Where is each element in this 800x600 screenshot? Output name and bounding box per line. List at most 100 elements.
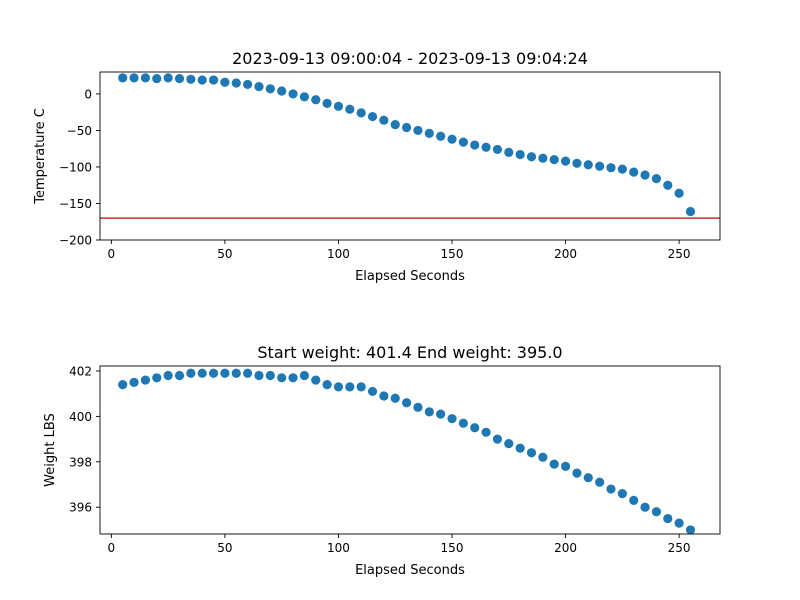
temperature-x-tick-label: 0 xyxy=(108,247,116,261)
weight-data-point xyxy=(549,459,559,469)
temperature-data-point xyxy=(152,73,162,84)
weight-data-point xyxy=(538,452,548,462)
temperature-data-point xyxy=(424,128,434,138)
weight-data-point xyxy=(231,368,241,378)
temperature-data-point xyxy=(129,73,139,83)
temperature-x-tick-label: 200 xyxy=(554,247,577,261)
weight-data-point xyxy=(629,495,639,505)
temperature-data-point xyxy=(367,111,378,122)
temperature-data-point xyxy=(583,160,593,170)
temperature-data-point xyxy=(617,164,627,174)
weight-data-point xyxy=(492,434,503,444)
weight-data-point xyxy=(311,375,321,385)
temperature-data-point xyxy=(243,79,253,90)
temperature-data-point xyxy=(186,74,196,84)
weight-data-point xyxy=(413,402,423,412)
weight-data-point xyxy=(299,370,309,381)
weight-data-point xyxy=(152,373,162,383)
weight-data-point xyxy=(254,370,264,381)
weight-data-point xyxy=(640,502,650,512)
weight-data-point xyxy=(663,513,673,524)
temperature-data-point xyxy=(231,78,241,88)
weight-data-point xyxy=(674,518,684,528)
weight-chart-title: Start weight: 401.4 End weight: 395.0 xyxy=(257,343,562,362)
weight-y-tick-label: 400 xyxy=(69,410,92,424)
temperature-data-point xyxy=(118,73,128,83)
weight-data-point xyxy=(118,380,128,390)
weight-data-point xyxy=(401,398,412,408)
weight-data-point xyxy=(322,380,332,390)
temperature-data-point xyxy=(470,140,480,150)
temperature-x-tick-label: 150 xyxy=(441,247,464,261)
temperature-data-point xyxy=(265,84,275,94)
temperature-y-tick-label: −50 xyxy=(67,124,92,138)
temperature-data-point xyxy=(640,170,650,180)
temperature-data-point xyxy=(538,153,548,163)
weight-y-tick-label: 402 xyxy=(69,364,92,378)
weight-data-point xyxy=(277,373,287,383)
weight-x-tick-label: 0 xyxy=(108,541,116,555)
weight-axes-frame xyxy=(99,365,721,535)
weight-data-point xyxy=(560,461,571,471)
weight-data-point xyxy=(220,368,230,378)
temperature-data-point xyxy=(526,152,537,162)
weight-data-point xyxy=(515,443,525,453)
weight-data-point xyxy=(617,488,627,499)
weight-x-axis-label: Elapsed Seconds xyxy=(355,563,465,578)
temperature-data-point xyxy=(390,119,400,130)
temperature-x-tick-label: 50 xyxy=(217,247,232,261)
weight-y-tick-label: 396 xyxy=(69,501,92,515)
weight-x-tick-label: 250 xyxy=(668,541,691,555)
weight-data-point xyxy=(390,393,400,403)
weight-data-point xyxy=(356,382,366,392)
weight-data-point xyxy=(685,525,696,535)
temperature-data-point xyxy=(447,134,457,144)
temperature-data-point xyxy=(560,156,571,166)
temperature-data-point xyxy=(674,188,684,198)
temperature-y-tick-label: −150 xyxy=(59,197,92,211)
temperature-data-point xyxy=(197,75,207,85)
weight-data-point xyxy=(595,477,605,487)
temperature-data-point xyxy=(163,73,173,83)
temperature-data-point xyxy=(322,98,332,109)
temperature-data-point xyxy=(436,131,446,141)
temperature-y-tick-label: −100 xyxy=(59,160,92,174)
weight-data-point xyxy=(436,409,446,419)
temperature-data-point xyxy=(492,144,503,155)
temperature-y-tick-label: 0 xyxy=(84,87,92,101)
temperature-data-point xyxy=(606,163,616,173)
weight-data-point xyxy=(367,386,378,397)
weight-y-tick-label: 398 xyxy=(69,455,92,469)
temperature-data-point xyxy=(208,75,219,85)
weight-y-axis-label: Weight LBS xyxy=(43,413,58,487)
temperature-y-axis-label: Temperature C xyxy=(33,108,48,205)
weight-data-point xyxy=(140,375,151,385)
weight-data-point xyxy=(265,370,275,381)
weight-data-point xyxy=(129,377,139,387)
temperature-data-point xyxy=(481,142,491,152)
weight-data-point xyxy=(606,484,616,494)
weight-data-point xyxy=(174,370,185,381)
weight-data-point xyxy=(379,391,389,401)
temperature-chart-title: 2023-09-13 09:00:04 - 2023-09-13 09:04:2… xyxy=(232,49,588,68)
temperature-data-point xyxy=(515,149,525,160)
temperature-data-point xyxy=(288,89,298,99)
temperature-panel: 2023-09-13 09:00:04 - 2023-09-13 09:04:2… xyxy=(33,49,721,284)
temperature-data-point xyxy=(379,115,389,125)
weight-data-point xyxy=(481,427,491,437)
temperature-data-point xyxy=(651,174,662,184)
weight-data-point xyxy=(345,382,355,392)
weight-data-point xyxy=(572,468,582,478)
temperature-axes-frame xyxy=(99,71,721,241)
weight-data-point xyxy=(458,418,468,428)
weight-x-tick-label: 50 xyxy=(217,541,232,555)
temperature-data-point xyxy=(356,108,366,118)
weight-panel: Start weight: 401.4 End weight: 395.0 0 50… xyxy=(43,343,721,578)
weight-data-point xyxy=(583,473,593,483)
temperature-data-point xyxy=(401,122,412,133)
weight-data-point xyxy=(333,382,344,392)
weight-x-tick-label: 150 xyxy=(441,541,464,555)
temperature-data-point xyxy=(254,82,264,92)
temperature-data-point xyxy=(345,104,355,114)
weight-data-point xyxy=(208,368,219,378)
